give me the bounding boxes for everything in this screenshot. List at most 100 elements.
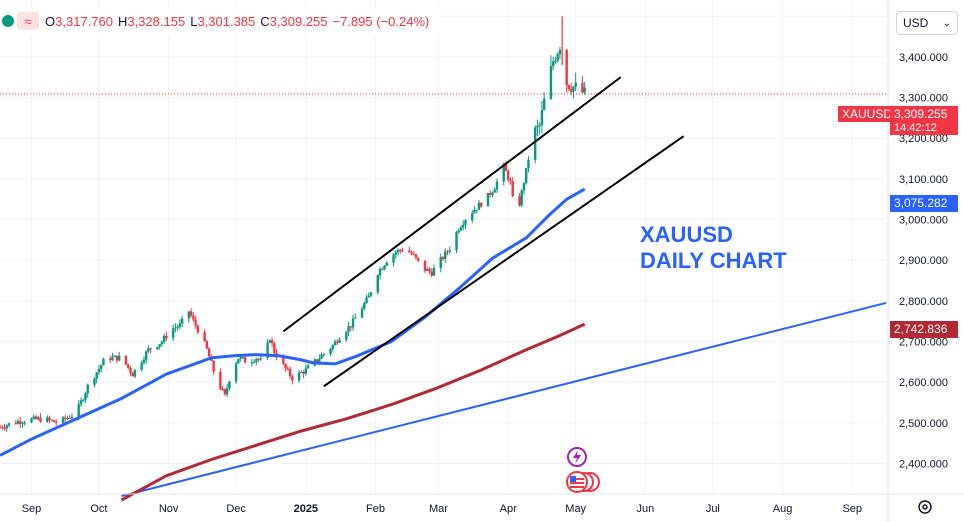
status-pill[interactable]: ≈ (0, 12, 39, 30)
candle-body-185 (581, 82, 584, 93)
candle-body-145 (455, 232, 458, 251)
us-flag-event-icon[interactable] (564, 470, 600, 494)
candle-body-149 (464, 220, 467, 225)
candle-184 (574, 72, 577, 91)
y-tick-label-9: 2,600.000 (899, 377, 948, 389)
candle-55 (171, 324, 175, 342)
currency-select[interactable]: USD ⌄ (896, 11, 958, 35)
y-tick-label-5: 3,000.000 (899, 215, 948, 227)
candle-body-177 (554, 60, 557, 62)
candle-182 (569, 82, 573, 96)
candle-57 (176, 324, 179, 331)
candle-body-144 (448, 250, 451, 252)
candle-169 (527, 156, 530, 173)
candle-body-66 (205, 341, 209, 349)
candle-body-183 (572, 86, 575, 92)
candle-118 (367, 292, 370, 298)
candle-117 (365, 294, 368, 304)
candle-body-23 (68, 418, 71, 420)
candle-body-104 (322, 353, 326, 356)
candle-56 (174, 323, 177, 333)
candle-155 (486, 192, 490, 207)
candlestick-series (0, 16, 586, 432)
candle-body-112 (349, 326, 353, 328)
candle-body-60 (187, 311, 191, 319)
candle-body-22 (66, 418, 69, 420)
candle-66 (205, 340, 209, 350)
candle-body-16 (48, 417, 51, 420)
candle-19 (55, 418, 58, 426)
candle-body-6 (16, 421, 20, 424)
change-value: −7.895 (−0.24%) (332, 13, 430, 29)
candle-body-62 (192, 315, 195, 320)
candle-124 (385, 261, 388, 267)
candle-145 (455, 230, 458, 254)
candle-53 (162, 333, 166, 344)
candle-body-186 (583, 87, 586, 93)
candle-168 (525, 167, 528, 185)
candle-62 (192, 312, 195, 322)
candle-64 (196, 323, 200, 335)
candle-80 (250, 358, 254, 367)
candle-body-72 (223, 389, 227, 395)
candle-body-13 (37, 417, 40, 420)
candle-96 (300, 370, 303, 374)
y-tick-label-7: 2,800.000 (899, 296, 948, 308)
candle-125 (392, 253, 395, 267)
chart-annotation[interactable]: XAUUSD DAILY CHART (640, 222, 787, 274)
candle-body-102 (318, 358, 321, 362)
candle-body-143 (446, 251, 449, 253)
candle-94 (291, 374, 294, 385)
candle-body-48 (147, 348, 150, 352)
candle-33 (99, 364, 103, 373)
candle-body-151 (473, 210, 476, 214)
candle-41 (126, 364, 130, 370)
trendline (121, 301, 887, 498)
candle-body-117 (365, 297, 368, 304)
candle-0 (0, 424, 2, 428)
candle-136 (426, 267, 429, 271)
candle-87 (270, 337, 274, 348)
candle-108 (336, 339, 339, 345)
x-tick-label-11: Aug (773, 503, 793, 515)
candle-167 (522, 181, 526, 195)
candle-107 (333, 339, 337, 346)
chevron-down-icon: ⌄ (942, 17, 951, 29)
candle-body-163 (509, 179, 512, 182)
candle-body-59 (180, 318, 184, 324)
candle-7 (19, 416, 22, 429)
candle-body-158 (493, 189, 496, 193)
gear-icon[interactable] (916, 498, 934, 516)
candle-body-118 (367, 295, 370, 298)
candle-body-169 (527, 159, 530, 168)
candle-body-79 (243, 357, 247, 363)
y-tick-label-11: 2,400.000 (899, 459, 948, 471)
candle-176 (551, 56, 555, 71)
candle-body-114 (354, 317, 357, 319)
candle-body-138 (430, 271, 433, 276)
candle-body-126 (394, 252, 397, 255)
candle-18 (52, 419, 56, 423)
candle-body-10 (30, 418, 33, 423)
candle-4 (7, 422, 11, 428)
candle-106 (331, 344, 335, 352)
candle-177 (554, 57, 557, 65)
candle-82 (255, 357, 258, 366)
candle-body-87 (270, 340, 274, 344)
candle-body-125 (392, 254, 395, 263)
candle-body-12 (34, 416, 38, 420)
price-channel (282, 76, 685, 388)
candle-body-147 (459, 227, 463, 231)
x-tick-label-4: 2025 (294, 503, 318, 515)
candle-body-92 (286, 368, 290, 370)
candle-body-3 (5, 425, 8, 429)
candle-body-58 (178, 323, 182, 327)
candle-body-97 (302, 372, 305, 374)
candle-156 (489, 190, 492, 198)
y-tick-label-10: 2,500.000 (899, 418, 948, 430)
y-tick-label-3: 3,200.000 (899, 133, 948, 145)
candle-17 (50, 419, 53, 422)
lightning-event-icon[interactable] (566, 446, 588, 468)
candle-body-107 (333, 341, 337, 346)
